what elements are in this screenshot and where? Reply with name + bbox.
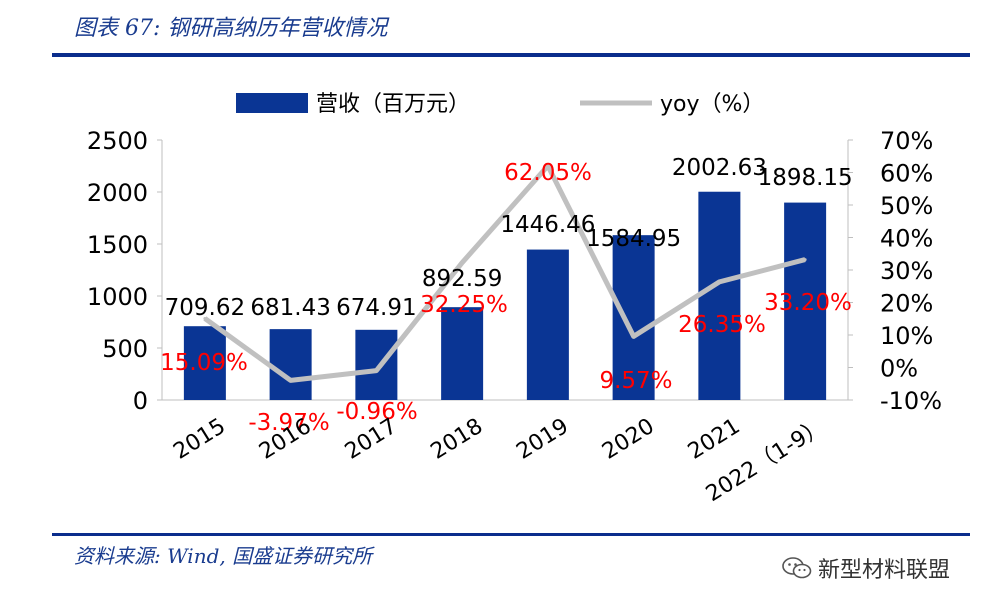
x-tick-label: 2018 bbox=[427, 414, 488, 465]
yoy-value-label: 62.05% bbox=[504, 160, 592, 186]
revenue-bar bbox=[612, 235, 655, 400]
revenue-value-label: 1898.15 bbox=[758, 165, 853, 191]
x-tick-label: 2021 bbox=[684, 414, 745, 465]
y-right-tick-label: 0% bbox=[880, 355, 918, 383]
figure-title: 图表 67: 钢研高纳历年营收情况 bbox=[74, 16, 388, 41]
watermark-text: 新型材料联盟 bbox=[818, 558, 951, 583]
yoy-point bbox=[803, 258, 807, 262]
legend-line-label: yoy（%） bbox=[660, 92, 764, 117]
yoy-line bbox=[203, 163, 806, 383]
y-right-tick-label: 20% bbox=[880, 290, 933, 318]
y-right-tick-label: 40% bbox=[880, 225, 933, 253]
yoy-point bbox=[460, 261, 464, 265]
top-rule bbox=[52, 53, 970, 57]
revenue-value-label: 709.62 bbox=[165, 295, 245, 321]
revenue-value-label: 681.43 bbox=[250, 295, 330, 321]
y-left-tick-label: 1000 bbox=[87, 283, 148, 311]
revenue-bar bbox=[441, 307, 484, 400]
yoy-point bbox=[717, 280, 721, 284]
x-tick-label: 2015 bbox=[169, 414, 230, 465]
y-left-tick-label: 2500 bbox=[87, 127, 148, 155]
revenue-value-label: 1584.95 bbox=[586, 226, 681, 252]
yoy-value-label: 9.57% bbox=[599, 368, 672, 394]
wechat-icon bbox=[782, 557, 812, 579]
x-tick-label: 2019 bbox=[512, 414, 573, 465]
y-right-tick-label: 50% bbox=[880, 192, 933, 220]
revenue-value-label: 1446.46 bbox=[500, 212, 595, 238]
yoy-value-label: 15.09% bbox=[160, 350, 248, 376]
revenue-bar bbox=[526, 249, 569, 400]
revenue-bar bbox=[698, 191, 741, 400]
yoy-value-label: -3.97% bbox=[248, 410, 329, 436]
y-right-tick-label: -10% bbox=[880, 387, 942, 415]
chart: 0 500 1000 1500 2000 2500 -10% 0% 10% 20% 30% 40% 50… bbox=[87, 92, 942, 507]
y-left-tick-label: 2000 bbox=[87, 179, 148, 207]
revenue-value-label: 674.91 bbox=[336, 295, 416, 321]
yoy-value-label: -0.96% bbox=[336, 399, 417, 425]
yoy-point bbox=[289, 378, 293, 382]
yoy-point bbox=[632, 334, 636, 338]
y-right-tick-label: 70% bbox=[880, 127, 933, 155]
revenue-bar bbox=[784, 202, 827, 400]
y-left-tick-label: 500 bbox=[102, 335, 148, 363]
legend-bar-label: 营收（百万元） bbox=[316, 92, 470, 117]
bottom-rule bbox=[52, 533, 970, 536]
revenue-value-label: 2002.63 bbox=[672, 155, 767, 181]
revenue-bar bbox=[355, 329, 398, 400]
yoy-value-label: 32.25% bbox=[420, 292, 508, 318]
x-tick-label: 2020 bbox=[598, 414, 659, 465]
watermark: 新型材料联盟 bbox=[782, 552, 950, 584]
legend-bar-swatch bbox=[236, 93, 308, 113]
yoy-value-label: 26.35% bbox=[678, 312, 766, 338]
revenue-bar bbox=[183, 326, 226, 400]
yoy-value-label: 33.20% bbox=[764, 290, 852, 316]
source-note: 资料来源: Wind, 国盛证券研究所 bbox=[74, 544, 373, 568]
yoy-point bbox=[203, 316, 207, 320]
revenue-bar bbox=[269, 329, 312, 400]
y-left-tick-label: 0 bbox=[133, 387, 148, 415]
y-right-tick-label: 60% bbox=[880, 160, 933, 188]
y-right-tick-label: 30% bbox=[880, 257, 933, 285]
yoy-point bbox=[374, 369, 378, 373]
y-right-tick-label: 10% bbox=[880, 322, 933, 350]
revenue-value-label: 892.59 bbox=[422, 266, 502, 292]
y-left-tick-label: 1500 bbox=[87, 231, 148, 259]
yoy-point bbox=[546, 164, 550, 168]
